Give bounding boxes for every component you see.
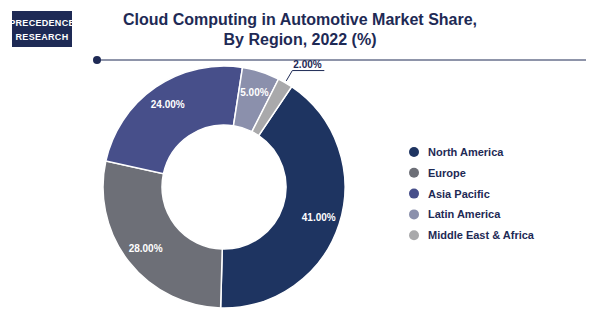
- leader-underline: [292, 70, 324, 71]
- logo-text: RESEARCH: [16, 32, 69, 42]
- data-label: 24.00%: [151, 99, 185, 110]
- legend-swatch: [409, 168, 419, 178]
- leader-line: [286, 71, 292, 81]
- legend-label: North America: [428, 146, 504, 158]
- legend: North America Europe Asia Pacific Latin Ame…: [409, 146, 535, 241]
- data-labels: 41.00% 28.00% 24.00% 5.00% 2.00%: [129, 59, 336, 254]
- data-label: 28.00%: [129, 243, 163, 254]
- logo-text: PRECEDENCE: [9, 18, 75, 28]
- legend-label: Latin America: [428, 208, 501, 220]
- legend-swatch: [409, 189, 419, 199]
- legend-label: Asia Pacific: [428, 188, 490, 200]
- legend-swatch: [409, 147, 419, 157]
- legend-label: Europe: [428, 167, 466, 179]
- title: Cloud Computing in Automotive Market Sha…: [123, 11, 477, 28]
- title: By Region, 2022 (%): [224, 31, 377, 48]
- title-rule-dot: [93, 56, 101, 64]
- legend-label: Middle East & Africa: [428, 229, 535, 241]
- slices: [103, 66, 345, 308]
- slice: [103, 161, 222, 308]
- data-label: 5.00%: [240, 87, 268, 98]
- title-rule: [97, 60, 586, 61]
- logo-box: [12, 11, 72, 47]
- data-label: 2.00%: [293, 59, 321, 70]
- legend-swatch: [409, 209, 419, 219]
- legend-swatch: [409, 230, 419, 240]
- data-label: 41.00%: [302, 212, 336, 223]
- slice: [106, 66, 243, 174]
- chart: PRECEDENCE RESEARCH Cloud Computing in Aut…: [0, 0, 600, 325]
